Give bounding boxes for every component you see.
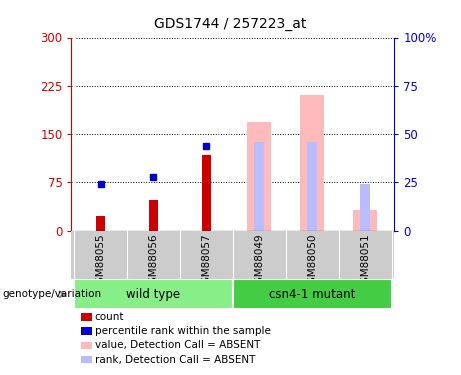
Text: GDS1744 / 257223_at: GDS1744 / 257223_at xyxy=(154,17,307,31)
Bar xyxy=(96,216,105,231)
Text: GSM88055: GSM88055 xyxy=(95,233,106,290)
Text: GSM88050: GSM88050 xyxy=(307,233,317,290)
Bar xyxy=(74,279,233,309)
Bar xyxy=(233,279,391,309)
Text: GSM88049: GSM88049 xyxy=(254,233,264,290)
Bar xyxy=(353,210,377,231)
Bar xyxy=(201,154,211,231)
Text: percentile rank within the sample: percentile rank within the sample xyxy=(95,326,271,336)
Bar xyxy=(248,123,271,231)
Text: csn4-1 mutant: csn4-1 mutant xyxy=(269,288,355,301)
Text: genotype/variation: genotype/variation xyxy=(2,290,101,299)
Text: GSM88057: GSM88057 xyxy=(201,233,211,290)
Text: rank, Detection Call = ABSENT: rank, Detection Call = ABSENT xyxy=(95,355,255,364)
Text: value, Detection Call = ABSENT: value, Detection Call = ABSENT xyxy=(95,340,260,350)
Bar xyxy=(254,142,264,231)
Text: GSM88056: GSM88056 xyxy=(148,233,159,290)
Text: wild type: wild type xyxy=(126,288,181,301)
Text: count: count xyxy=(95,312,124,322)
Bar xyxy=(300,96,324,231)
Bar xyxy=(149,200,158,231)
Bar xyxy=(307,142,317,231)
Text: GSM88051: GSM88051 xyxy=(360,233,370,290)
Bar xyxy=(361,184,370,231)
